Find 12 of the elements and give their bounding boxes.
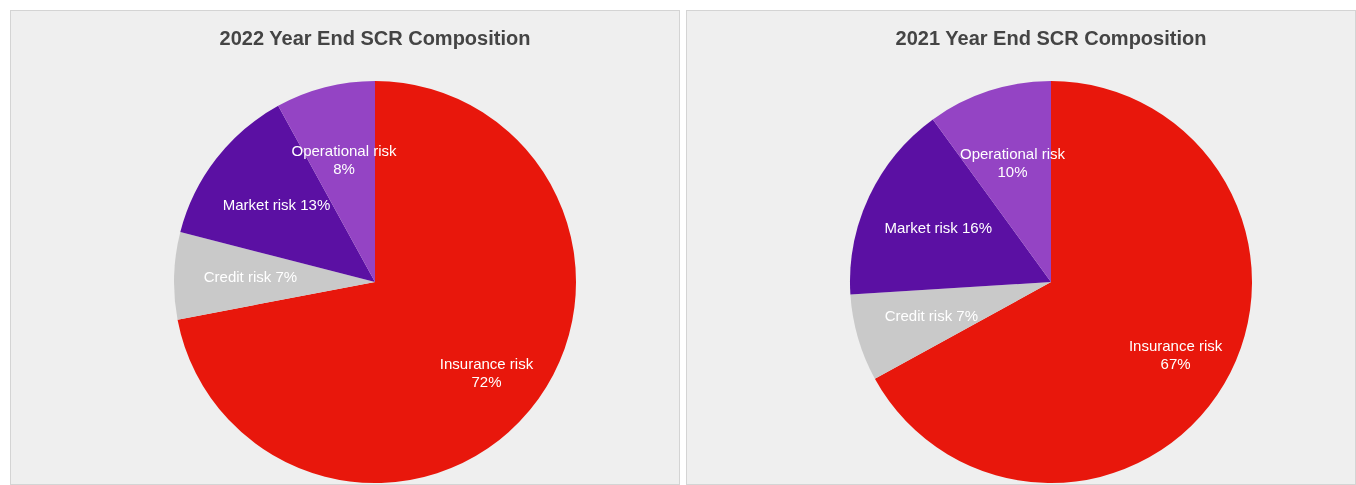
slice-label: Market risk (222, 195, 297, 213)
data-label: 8% (333, 160, 355, 178)
data-label: 72% (471, 373, 502, 391)
data-label: 67% (1160, 354, 1191, 372)
chart-title: 2021 Year End SCR Composition (895, 26, 1207, 49)
slice-label: Insurance risk (1128, 336, 1223, 354)
data-label: 16% (961, 219, 993, 237)
slice-label: Insurance risk (439, 355, 534, 373)
data-label: 10% (997, 162, 1028, 180)
chart-title: 2022 Year End SCR Composition (219, 26, 531, 49)
slice-label: Market risk (884, 219, 959, 237)
data-label: 13% (300, 195, 331, 213)
